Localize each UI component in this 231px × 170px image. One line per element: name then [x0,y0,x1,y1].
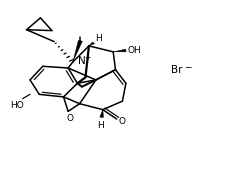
Text: H: H [95,34,101,43]
Text: O: O [119,117,126,126]
Text: O: O [67,114,74,123]
Polygon shape [73,40,82,62]
Text: Br: Br [171,65,182,75]
Polygon shape [100,110,103,117]
Text: +: + [84,54,91,62]
Polygon shape [89,42,95,46]
Polygon shape [113,49,126,52]
Text: HO: HO [10,101,24,110]
Text: N: N [78,56,86,66]
Text: OH: OH [128,46,141,55]
Text: H: H [97,121,104,130]
Text: −: − [184,62,191,71]
